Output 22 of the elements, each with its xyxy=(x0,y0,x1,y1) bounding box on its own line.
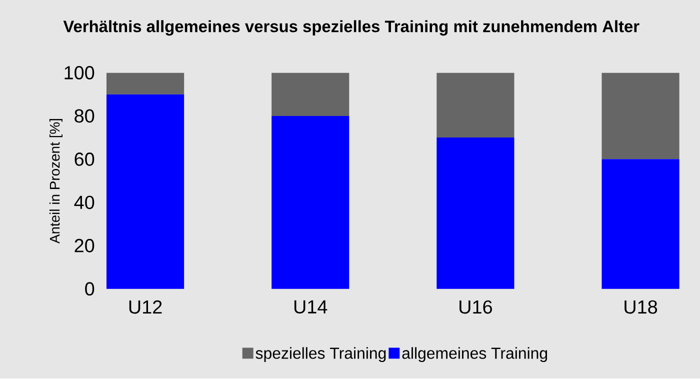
x-tick-label: U16 xyxy=(460,300,492,314)
bar xyxy=(106,94,184,290)
legend-label: spezielles Training xyxy=(256,347,386,362)
x-tick-label: U12 xyxy=(129,300,162,314)
bar xyxy=(272,72,350,116)
bar xyxy=(602,159,680,290)
y-tick-label: 0 xyxy=(85,282,94,296)
y-tick-label: 100 xyxy=(64,66,94,80)
bar xyxy=(436,138,514,290)
legend-label: allgemeines Training xyxy=(402,347,548,362)
y-tick-label: 20 xyxy=(74,239,94,253)
y-tick-label: 60 xyxy=(74,152,94,166)
x-tick-label: U18 xyxy=(624,300,658,314)
y-tick-label: 40 xyxy=(74,196,94,210)
bar xyxy=(602,72,680,160)
x-tick-label: U14 xyxy=(294,300,328,314)
y-axis-title: Anteil in Prozent [%] xyxy=(49,119,62,244)
bar xyxy=(436,72,514,138)
chart-title: Verhältnis allgemeines versus spezielles Training mit zunehmendem Alter xyxy=(63,20,640,36)
y-tick-label: 80 xyxy=(74,109,94,123)
bar xyxy=(272,116,350,290)
bar xyxy=(106,72,184,95)
